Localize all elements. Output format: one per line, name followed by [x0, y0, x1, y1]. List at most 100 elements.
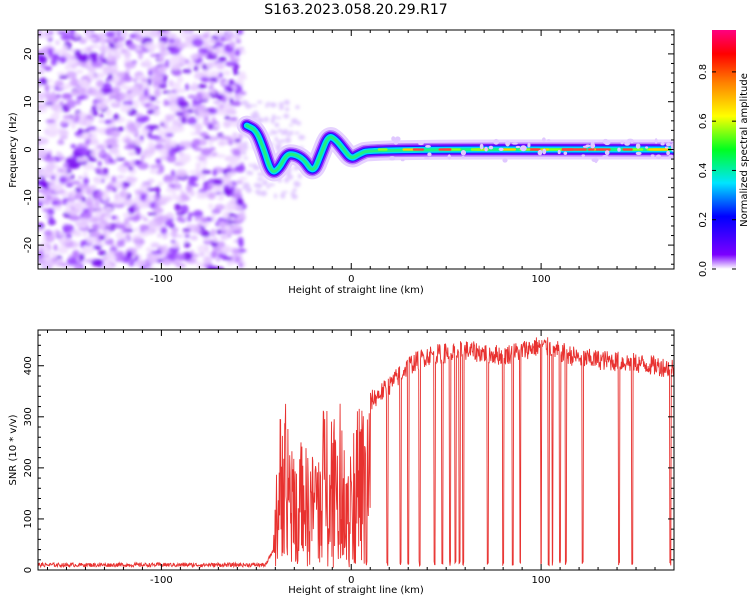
noise-blob	[119, 97, 125, 101]
noise-blob	[144, 42, 156, 50]
noise-blob	[83, 129, 91, 133]
noise-blob	[232, 188, 242, 195]
noise-blob	[71, 189, 77, 196]
noise-blob	[185, 59, 190, 64]
noise-blob	[98, 44, 110, 52]
noise-blob	[105, 31, 115, 38]
noise-blob	[269, 102, 277, 108]
noise-blob	[113, 36, 126, 42]
noise-blob	[246, 170, 251, 175]
spectrogram-x-tick-label: 100	[532, 274, 551, 285]
noise-blob	[591, 158, 596, 162]
noise-blob	[238, 133, 244, 140]
noise-blob	[604, 150, 610, 156]
noise-blob	[229, 34, 241, 40]
noise-blob	[187, 61, 194, 68]
noise-blob	[95, 79, 105, 88]
noise-blob	[237, 213, 245, 220]
noise-blob	[255, 182, 263, 189]
noise-blob	[206, 251, 211, 256]
noise-blob	[70, 174, 75, 180]
noise-blob	[196, 216, 207, 220]
noise-blob	[278, 102, 285, 106]
noise-blob	[157, 181, 164, 186]
noise-blob	[101, 88, 113, 94]
noise-blob	[224, 115, 230, 120]
noise-blob	[388, 156, 396, 161]
noise-blob	[99, 36, 105, 45]
noise-blob	[91, 258, 103, 267]
noise-blob	[148, 95, 157, 102]
noise-blob	[57, 247, 69, 254]
noise-blob	[58, 156, 66, 161]
noise-blob	[140, 97, 145, 107]
noise-blob	[117, 165, 129, 173]
noise-blob	[182, 251, 193, 261]
noise-blob	[149, 30, 160, 38]
noise-blob	[38, 30, 43, 38]
noise-blob	[134, 146, 142, 156]
snr-frame	[37, 329, 675, 571]
noise-blob	[134, 122, 142, 128]
noise-blob	[47, 47, 53, 57]
noise-blob	[118, 184, 124, 188]
spectrogram-x-tick-label: 0	[348, 274, 354, 285]
noise-blob	[155, 203, 161, 212]
noise-blob	[122, 225, 127, 234]
noise-blob	[162, 143, 172, 150]
noise-blob	[77, 175, 83, 180]
noise-blob	[94, 209, 102, 219]
noise-blob	[557, 149, 561, 155]
spectrogram-signal-trace	[236, 115, 674, 182]
noise-blob	[231, 192, 243, 199]
noise-blob	[116, 239, 122, 248]
noise-blob	[132, 99, 139, 109]
noise-blob	[123, 144, 136, 150]
noise-blob	[150, 169, 157, 174]
noise-blob	[139, 135, 144, 141]
noise-blob	[207, 191, 216, 200]
noise-blob	[629, 139, 635, 144]
noise-blob	[223, 120, 232, 129]
noise-blob	[511, 142, 518, 145]
noise-blob	[145, 230, 155, 236]
noise-blob	[217, 240, 225, 248]
snr-series-line	[38, 337, 674, 569]
noise-blob	[201, 147, 213, 156]
noise-blob	[112, 113, 120, 121]
noise-blob	[182, 68, 192, 74]
noise-blob	[38, 227, 44, 232]
noise-blob	[77, 183, 90, 189]
noise-blob	[105, 108, 112, 117]
noise-blob	[184, 83, 190, 91]
noise-blob	[215, 257, 221, 262]
noise-blob	[231, 229, 242, 235]
colorbar-tick-label: 0.4	[698, 162, 709, 178]
noise-blob	[274, 122, 280, 128]
noise-blob	[38, 137, 49, 145]
noise-blob	[289, 175, 294, 179]
spectrogram-noise-region	[38, 30, 306, 269]
noise-blob	[277, 128, 283, 133]
noise-blob	[212, 236, 218, 243]
noise-blob	[44, 92, 52, 97]
noise-blob	[284, 177, 290, 183]
noise-blob	[135, 46, 142, 51]
noise-blob	[68, 210, 76, 216]
noise-blob	[127, 90, 132, 94]
noise-blob	[153, 85, 160, 89]
noise-blob	[82, 47, 89, 52]
noise-blob	[141, 30, 149, 36]
noise-blob	[222, 70, 231, 76]
noise-blob	[191, 38, 204, 48]
noise-blob	[527, 142, 531, 148]
colorbar-ticks: 0.0 0.2 0.4 0.6 0.8	[698, 64, 736, 277]
spectrogram-y-tick-label: -20	[23, 237, 34, 253]
snr-y-tick-label: 400	[23, 356, 34, 375]
noise-blob	[157, 215, 170, 222]
noise-blob	[81, 196, 86, 203]
noise-blob	[159, 122, 165, 126]
noise-blob	[97, 250, 107, 256]
noise-blob	[225, 109, 237, 115]
